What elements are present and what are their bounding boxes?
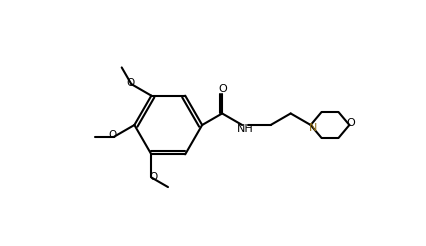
Text: NH: NH [237, 124, 253, 134]
Text: O: O [109, 130, 117, 140]
Text: O: O [346, 119, 355, 128]
Text: O: O [150, 172, 158, 182]
Text: N: N [309, 123, 317, 133]
Text: O: O [127, 77, 135, 88]
Text: O: O [219, 84, 227, 94]
